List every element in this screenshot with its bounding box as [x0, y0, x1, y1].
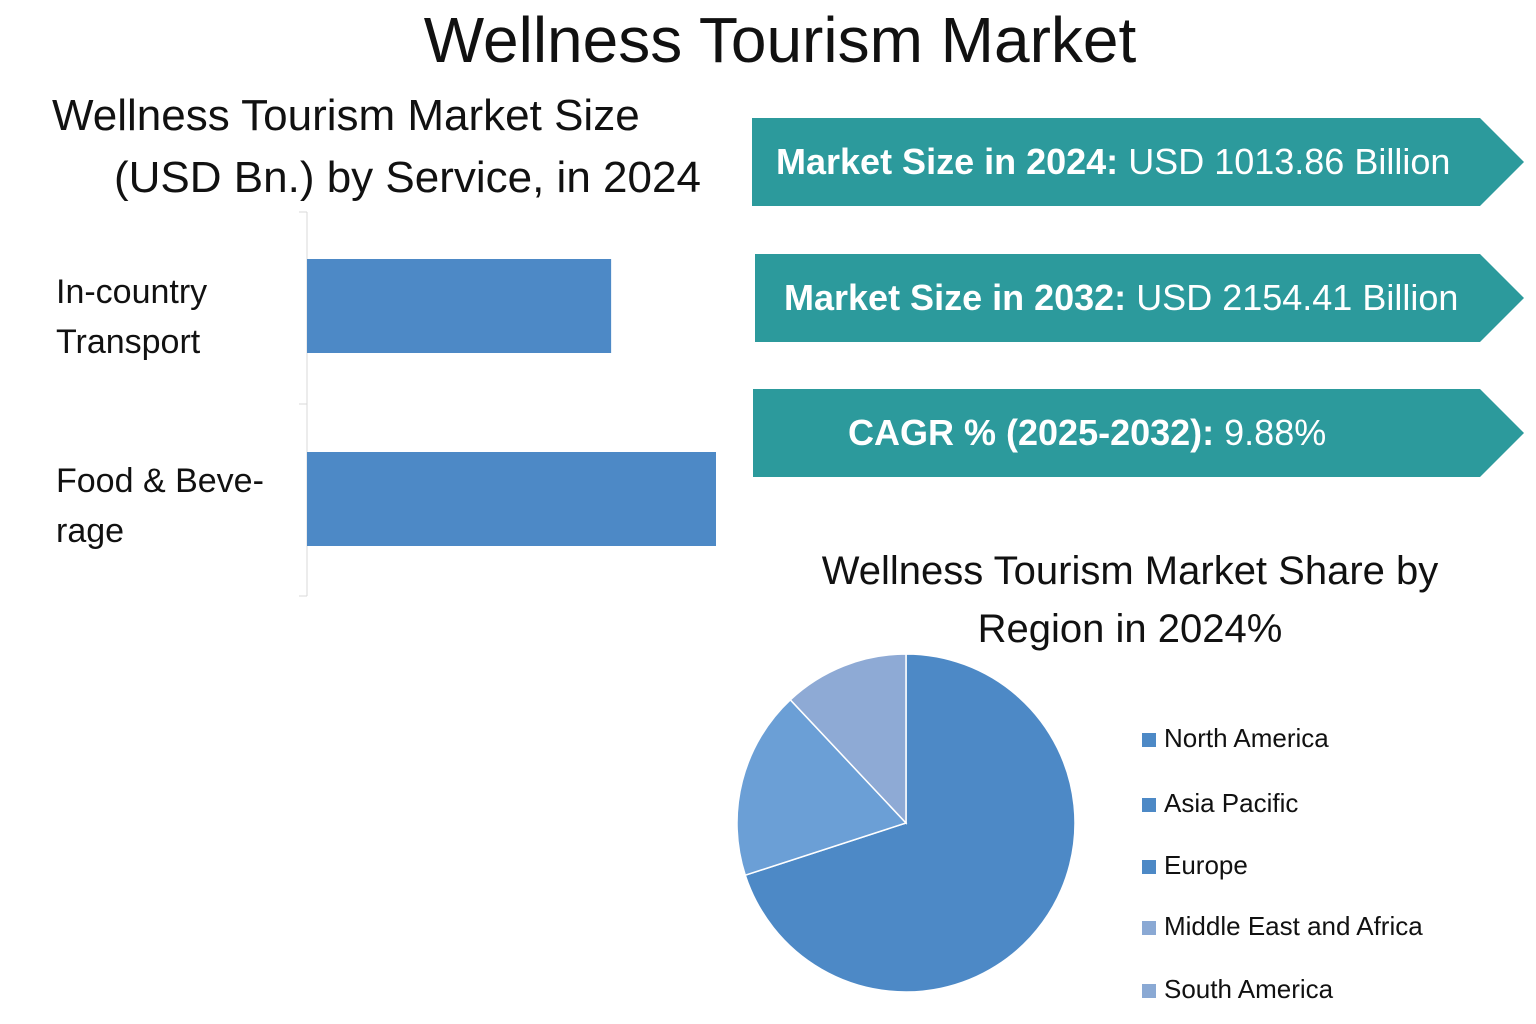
banner-shape-market-size-2032: [755, 254, 1524, 342]
bar-in-country-transport: [307, 259, 612, 353]
legend-item-south-america: South America: [1142, 969, 1333, 1009]
cagr-banner: CAGR % (2025-2032): 9.88%: [848, 412, 1327, 453]
pie-slice-europe: [789, 653, 907, 825]
page-title: Wellness Tourism Market: [423, 4, 1137, 76]
legend-swatch-europe: [1142, 860, 1156, 875]
bar-chart-title-line2: (USD Bn.) by Service, in 2024: [114, 153, 701, 202]
bar-chart: [299, 211, 716, 597]
legend-swatch-south-america: [1142, 984, 1156, 999]
legend-swatch-asia-pacific: [1142, 798, 1156, 813]
banner-shape-market-size-2024: [752, 118, 1524, 206]
pie-chart: [736, 653, 1076, 993]
category-label-in-country-transport: In-country Transport: [56, 273, 208, 361]
pie-slice-north-america: [744, 653, 1076, 993]
legend-swatch-middle-east-africa: [1142, 921, 1156, 936]
legend-item-europe: Europe: [1142, 845, 1248, 885]
market-size-2032-banner: Market Size in 2032: USD 2154.41 Billion: [784, 277, 1459, 318]
bar-food-beverage: [307, 452, 716, 546]
legend-swatch-north-america: [1142, 733, 1156, 748]
pie-slice-asia-pacific: [736, 698, 908, 877]
bar-chart-title-line1: Wellness Tourism Market Size: [52, 91, 640, 140]
legend-item-middle-east-africa: Middle East and Africa: [1142, 906, 1423, 946]
legend-item-asia-pacific: Asia Pacific: [1142, 783, 1298, 823]
pie-chart-title: Wellness Tourism Market Share by Region …: [821, 549, 1439, 651]
legend-item-north-america: North America: [1142, 718, 1329, 758]
category-label-food-beverage: Food & Beve- rage: [56, 462, 264, 550]
market-size-2024-banner: Market Size in 2024: USD 1013.86 Billion: [776, 141, 1451, 182]
banner-shape-cagr: [753, 389, 1524, 477]
banner-shapes: [752, 118, 1524, 477]
